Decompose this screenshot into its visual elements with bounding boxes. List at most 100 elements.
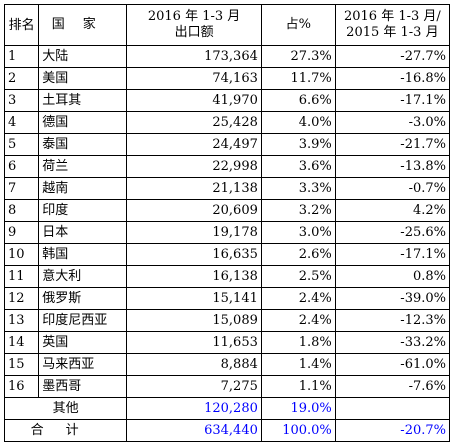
- rank-cell: 11: [3, 265, 40, 288]
- share-cell: 3.2%: [260, 199, 336, 222]
- table-row: 6 荷兰 22,998 3.6% -13.8%: [3, 155, 450, 178]
- country-cell: 泰国: [38, 133, 128, 156]
- growth-cell: -61.0%: [334, 353, 450, 376]
- export-cell: 7,275: [126, 375, 262, 398]
- table-row: 2 美国 74,163 11.7% -16.8%: [3, 67, 450, 90]
- total-share: 100.0%: [260, 419, 336, 442]
- growth-cell: -27.7%: [334, 45, 450, 68]
- table-row: 7 越南 21,138 3.3% -0.7%: [3, 177, 450, 200]
- country-cell: 德国: [38, 111, 128, 134]
- export-cell: 15,141: [126, 287, 262, 310]
- rank-cell: 10: [3, 243, 40, 266]
- growth-cell: -17.1%: [334, 89, 450, 112]
- export-cell: 41,970: [126, 89, 262, 112]
- share-cell: 2.4%: [260, 287, 336, 310]
- rank-cell: 9: [3, 221, 40, 244]
- header-export: 2016 年 1-3 月 出口额: [126, 4, 262, 46]
- rank-cell: 7: [3, 177, 40, 200]
- share-cell: 3.6%: [260, 155, 336, 178]
- country-cell: 英国: [38, 331, 128, 354]
- growth-cell: -21.7%: [334, 133, 450, 156]
- growth-cell: -3.0%: [334, 111, 450, 134]
- others-share: 19.0%: [260, 397, 336, 420]
- share-cell: 3.3%: [260, 177, 336, 200]
- rank-cell: 5: [3, 133, 40, 156]
- growth-cell: -7.6%: [334, 375, 450, 398]
- growth-cell: 4.2%: [334, 199, 450, 222]
- table-row: 4 德国 25,428 4.0% -3.0%: [3, 111, 450, 134]
- table-row: 13 印度尼西亚 15,089 2.4% -12.3%: [3, 309, 450, 332]
- share-cell: 2.4%: [260, 309, 336, 332]
- rank-cell: 15: [3, 353, 40, 376]
- export-cell: 21,138: [126, 177, 262, 200]
- export-cell: 16,635: [126, 243, 262, 266]
- header-export-line2: 出口额: [174, 25, 214, 40]
- growth-cell: -25.6%: [334, 221, 450, 244]
- country-cell: 意大利: [38, 265, 128, 288]
- export-cell: 20,609: [126, 199, 262, 222]
- share-cell: 3.0%: [260, 221, 336, 244]
- table-body: 1 大陆 173,364 27.3% -27.7% 2 美国 74,163 11.7% -16.…: [3, 45, 450, 442]
- growth-cell: -39.0%: [334, 287, 450, 310]
- growth-cell: -17.1%: [334, 243, 450, 266]
- country-cell: 土耳其: [38, 89, 128, 112]
- growth-cell: -12.3%: [334, 309, 450, 332]
- rank-cell: 1: [3, 45, 40, 68]
- rank-cell: 2: [3, 67, 40, 90]
- table-row: 14 英国 11,653 1.8% -33.2%: [3, 331, 450, 354]
- country-cell: 印度: [38, 199, 128, 222]
- rank-cell: 14: [3, 331, 40, 354]
- growth-cell: -16.8%: [334, 67, 450, 90]
- rank-cell: 13: [3, 309, 40, 332]
- rank-cell: 6: [3, 155, 40, 178]
- export-cell: 25,428: [126, 111, 262, 134]
- share-cell: 1.8%: [260, 331, 336, 354]
- header-growth-line1: 2016 年 1-3 月/: [343, 9, 441, 24]
- total-growth: -20.7%: [334, 419, 450, 442]
- table-row: 5 泰国 24,497 3.9% -21.7%: [3, 133, 450, 156]
- export-cell: 15,089: [126, 309, 262, 332]
- share-cell: 1.1%: [260, 375, 336, 398]
- share-cell: 3.9%: [260, 133, 336, 156]
- rank-cell: 12: [3, 287, 40, 310]
- export-cell: 22,998: [126, 155, 262, 178]
- export-cell: 19,178: [126, 221, 262, 244]
- others-growth: [334, 397, 450, 420]
- share-cell: 2.5%: [260, 265, 336, 288]
- table-header-row: 排名 国家 2016 年 1-3 月 出口额 占% 2016 年 1-3 月/ …: [3, 4, 450, 46]
- others-row: 其他 120,280 19.0%: [3, 397, 450, 420]
- country-cell: 韩国: [38, 243, 128, 266]
- table-row: 10 韩国 16,635 2.6% -17.1%: [3, 243, 450, 266]
- total-export: 634,440: [126, 419, 262, 442]
- country-cell: 荷兰: [38, 155, 128, 178]
- export-cell: 11,653: [126, 331, 262, 354]
- header-share: 占%: [260, 4, 336, 46]
- share-cell: 4.0%: [260, 111, 336, 134]
- table-row: 8 印度 20,609 3.2% 4.2%: [3, 199, 450, 222]
- export-ranking-table: 排名 国家 2016 年 1-3 月 出口额 占% 2016 年 1-3 月/ …: [3, 4, 450, 442]
- country-cell: 越南: [38, 177, 128, 200]
- rank-cell: 8: [3, 199, 40, 222]
- table-row: 12 俄罗斯 15,141 2.4% -39.0%: [3, 287, 450, 310]
- share-cell: 1.4%: [260, 353, 336, 376]
- country-cell: 墨西哥: [38, 375, 128, 398]
- country-cell: 日本: [38, 221, 128, 244]
- share-cell: 2.6%: [260, 243, 336, 266]
- country-cell: 马来西亚: [38, 353, 128, 376]
- country-cell: 印度尼西亚: [38, 309, 128, 332]
- export-cell: 173,364: [126, 45, 262, 68]
- export-cell: 74,163: [126, 67, 262, 90]
- total-row: 合计 634,440 100.0% -20.7%: [3, 419, 450, 442]
- table-row: 11 意大利 16,138 2.5% 0.8%: [3, 265, 450, 288]
- share-cell: 27.3%: [260, 45, 336, 68]
- table-row: 3 土耳其 41,970 6.6% -17.1%: [3, 89, 450, 112]
- header-growth: 2016 年 1-3 月/ 2015 年 1-3 月: [334, 4, 450, 46]
- growth-cell: -0.7%: [334, 177, 450, 200]
- growth-cell: -33.2%: [334, 331, 450, 354]
- header-export-line1: 2016 年 1-3 月: [147, 9, 241, 24]
- others-label: 其他: [3, 397, 128, 420]
- country-cell: 俄罗斯: [38, 287, 128, 310]
- total-label: 合计: [3, 419, 128, 442]
- export-cell: 16,138: [126, 265, 262, 288]
- country-cell: 美国: [38, 67, 128, 90]
